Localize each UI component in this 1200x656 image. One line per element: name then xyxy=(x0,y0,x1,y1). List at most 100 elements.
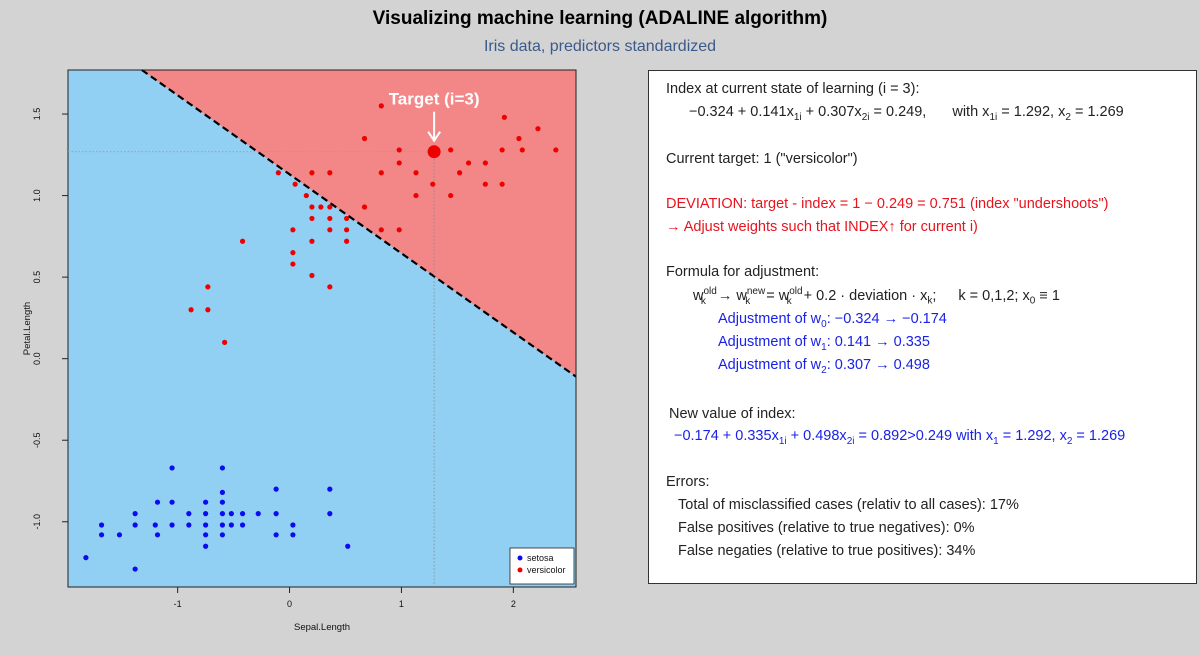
setosa-point xyxy=(169,499,175,505)
versicolor-point xyxy=(465,160,472,166)
versicolor-point xyxy=(378,103,384,109)
versicolor-point xyxy=(290,261,296,267)
versicolor-point xyxy=(205,307,211,313)
setosa-point xyxy=(132,522,138,528)
setosa-point xyxy=(239,511,246,517)
setosa-point xyxy=(255,511,261,517)
new-index-heading: New value of index: xyxy=(669,406,796,422)
setosa-point xyxy=(273,486,279,492)
versicolor-point xyxy=(396,147,402,153)
scatter-plot: -1 0 1 2 -1.0 -0.5 0.0 0.5 1.0 1.5 Sepal.Length Pet… xyxy=(22,69,577,633)
versicolor-point xyxy=(309,272,315,279)
versicolor-point xyxy=(292,181,298,187)
versicolor-point xyxy=(482,160,488,166)
versicolor-point xyxy=(344,227,350,233)
chart-subtitle: Iris data, predictors standardized xyxy=(483,38,717,55)
setosa-point xyxy=(203,532,209,538)
versicolor-point xyxy=(309,238,315,244)
x-axis-label: Sepal.Length xyxy=(294,622,350,633)
versicolor-point xyxy=(535,126,541,132)
adjust-note: → Adjust weights such that INDEX↑ for cu… xyxy=(666,219,978,235)
adjustment-formula: woldk → wnewk = woldk + 0.2 · deviation … xyxy=(693,286,1060,307)
versicolor-point xyxy=(309,215,315,222)
setosa-point xyxy=(219,522,226,528)
versicolor-point xyxy=(303,192,309,199)
versicolor-point xyxy=(516,135,522,142)
target-point xyxy=(427,145,441,159)
new-index-formula: −0.174 + 0.335x1i + 0.498x2i = 0.892>0.2… xyxy=(674,428,1126,447)
versicolor-point xyxy=(327,284,333,290)
plot-frame xyxy=(67,69,577,588)
setosa-point xyxy=(83,555,89,561)
legend-label-versicolor: versicolor xyxy=(527,565,566,575)
versicolor-point xyxy=(290,227,296,233)
setosa-point xyxy=(290,532,296,538)
setosa-point xyxy=(219,532,226,538)
versicolor-point xyxy=(275,170,281,176)
versicolor-point xyxy=(327,215,333,222)
setosa-point xyxy=(169,465,175,471)
x-tick-label: -1 xyxy=(174,599,182,609)
legend: setosa versicolor xyxy=(509,547,575,585)
y-tick-label: -1.0 xyxy=(32,514,42,530)
adjustment-w1: Adjustment of w1: 0.141 → 0.335 xyxy=(718,334,930,353)
versicolor-point xyxy=(205,284,211,290)
setosa-point xyxy=(98,532,105,538)
versicolor-point xyxy=(327,204,333,210)
versicolor-point xyxy=(318,204,324,210)
setosa-point xyxy=(132,511,138,517)
setosa-point xyxy=(186,522,192,528)
setosa-point xyxy=(169,522,175,528)
versicolor-point xyxy=(188,307,194,313)
setosa-point xyxy=(154,532,161,538)
setosa-point xyxy=(327,486,333,492)
legend-label-setosa: setosa xyxy=(527,553,554,563)
versicolor-point xyxy=(327,227,333,233)
y-tick-label: 1.5 xyxy=(32,108,42,121)
x-tick-label: 1 xyxy=(399,599,404,609)
index-formula: −0.324 + 0.141x1i + 0.307x2i = 0.249, wi… xyxy=(689,104,1124,123)
setosa-point xyxy=(132,566,138,572)
versicolor-point xyxy=(361,135,368,142)
setosa-point xyxy=(273,511,279,517)
errors-heading: Errors: xyxy=(666,474,710,490)
adjustment-w0: Adjustment of w0: −0.324 → −0.174 xyxy=(718,311,947,330)
versicolor-point xyxy=(344,215,350,222)
legend-marker-versicolor xyxy=(517,567,523,573)
setosa-point xyxy=(327,511,333,517)
setosa-point xyxy=(203,543,209,549)
versicolor-point xyxy=(396,227,402,233)
current-target: Current target: 1 ("versicolor") xyxy=(666,151,858,167)
setosa-point xyxy=(116,532,123,538)
setosa-point xyxy=(228,511,234,517)
info-panel: Index at current state of learning (i = … xyxy=(648,70,1197,584)
versicolor-point xyxy=(239,238,246,244)
versicolor-point xyxy=(290,250,296,256)
versicolor-point xyxy=(309,170,315,176)
target-label: Target (i=3) xyxy=(389,90,480,109)
y-tick-label: 0.0 xyxy=(32,352,42,365)
target-arrow-head xyxy=(427,131,441,143)
error-total: Total of misclassified cases (relativ to… xyxy=(678,497,1019,513)
x-tick-label: 2 xyxy=(511,599,516,609)
setosa-point xyxy=(219,465,226,471)
versicolor-point xyxy=(344,238,350,244)
y-tick-label: -0.5 xyxy=(32,432,42,448)
decision-boundary-line xyxy=(141,69,577,378)
y-tick-label: 0.5 xyxy=(32,271,42,284)
setosa-point xyxy=(203,511,209,517)
error-false-positives: False positives (relative to true negati… xyxy=(678,520,975,536)
versicolor-point xyxy=(378,227,384,233)
setosa-point xyxy=(273,532,279,538)
setosa-point xyxy=(219,511,226,517)
adjustment-w2: Adjustment of w2: 0.307 → 0.498 xyxy=(718,357,930,376)
legend-box xyxy=(509,547,575,585)
versicolor-point xyxy=(309,204,315,210)
versicolor-point xyxy=(499,147,505,153)
versicolor-point xyxy=(457,170,463,176)
y-tick-label: 1.0 xyxy=(32,189,42,202)
legend-marker-setosa xyxy=(517,555,523,561)
setosa-point xyxy=(290,522,296,528)
versicolor-point xyxy=(327,170,333,176)
versicolor-point xyxy=(499,181,505,187)
